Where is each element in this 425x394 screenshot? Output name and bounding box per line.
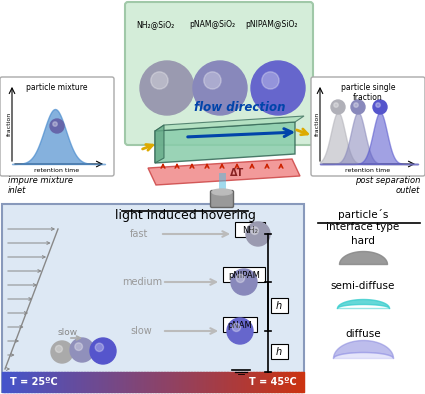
Text: ΔT: ΔT (230, 168, 244, 178)
Text: impure mixture
inlet: impure mixture inlet (8, 176, 73, 195)
Text: NH₂: NH₂ (242, 225, 258, 234)
FancyBboxPatch shape (223, 317, 257, 332)
Text: T = 25ºC: T = 25ºC (10, 377, 58, 387)
Text: retention time: retention time (346, 168, 391, 173)
Polygon shape (155, 125, 164, 163)
Text: pNIPAM: pNIPAM (228, 271, 260, 279)
Text: slow: slow (130, 326, 152, 336)
Circle shape (140, 61, 194, 115)
Circle shape (95, 343, 104, 351)
Circle shape (354, 103, 358, 107)
Text: T = 45ºC: T = 45ºC (249, 377, 297, 387)
FancyBboxPatch shape (311, 77, 425, 176)
Text: medium: medium (122, 277, 162, 287)
FancyBboxPatch shape (235, 222, 265, 237)
Circle shape (227, 318, 253, 344)
Circle shape (90, 338, 116, 364)
Text: pNAM@SiO₂: pNAM@SiO₂ (189, 20, 235, 29)
FancyBboxPatch shape (223, 267, 265, 282)
FancyBboxPatch shape (125, 2, 313, 145)
Circle shape (193, 61, 247, 115)
Circle shape (331, 100, 345, 114)
Text: diffuse: diffuse (345, 329, 381, 339)
Text: fraction: fraction (314, 112, 320, 136)
Text: post separation
outlet: post separation outlet (354, 176, 420, 195)
Text: fraction: fraction (6, 112, 11, 136)
Circle shape (236, 274, 244, 282)
Text: particle single
fraction: particle single fraction (341, 83, 395, 102)
Polygon shape (155, 122, 295, 163)
Circle shape (373, 100, 387, 114)
Circle shape (262, 72, 279, 89)
Polygon shape (148, 159, 300, 185)
Circle shape (151, 72, 168, 89)
Polygon shape (155, 116, 304, 131)
Circle shape (251, 61, 305, 115)
Text: light induced hovering: light induced hovering (115, 209, 255, 222)
Text: flow direction: flow direction (194, 101, 286, 114)
FancyBboxPatch shape (0, 77, 114, 176)
Circle shape (251, 227, 258, 234)
Text: particle mixture: particle mixture (26, 83, 88, 92)
Circle shape (246, 222, 270, 246)
Circle shape (51, 341, 73, 363)
FancyBboxPatch shape (2, 204, 304, 392)
Text: semi-diffuse: semi-diffuse (331, 281, 395, 291)
Circle shape (351, 100, 365, 114)
FancyBboxPatch shape (271, 344, 288, 359)
Circle shape (204, 72, 221, 89)
Circle shape (70, 338, 94, 362)
Circle shape (334, 103, 338, 107)
Circle shape (376, 103, 380, 107)
Circle shape (53, 122, 57, 126)
FancyBboxPatch shape (271, 298, 288, 313)
Text: retention time: retention time (34, 168, 79, 173)
Text: hard: hard (351, 236, 375, 246)
Circle shape (50, 119, 64, 133)
Text: h: h (276, 301, 282, 311)
FancyBboxPatch shape (210, 191, 233, 208)
Ellipse shape (212, 189, 232, 195)
Text: NH₂@SiO₂: NH₂@SiO₂ (136, 20, 174, 29)
Text: particle´s
interface type: particle´s interface type (326, 209, 400, 232)
Circle shape (232, 323, 241, 331)
Text: pNAM: pNAM (228, 320, 252, 329)
Circle shape (55, 346, 62, 353)
Text: fast: fast (130, 229, 148, 239)
Circle shape (231, 269, 257, 295)
Text: h: h (276, 347, 282, 357)
Circle shape (75, 343, 82, 351)
Text: pNIPAM@SiO₂: pNIPAM@SiO₂ (246, 20, 298, 29)
Text: slow: slow (58, 328, 78, 337)
